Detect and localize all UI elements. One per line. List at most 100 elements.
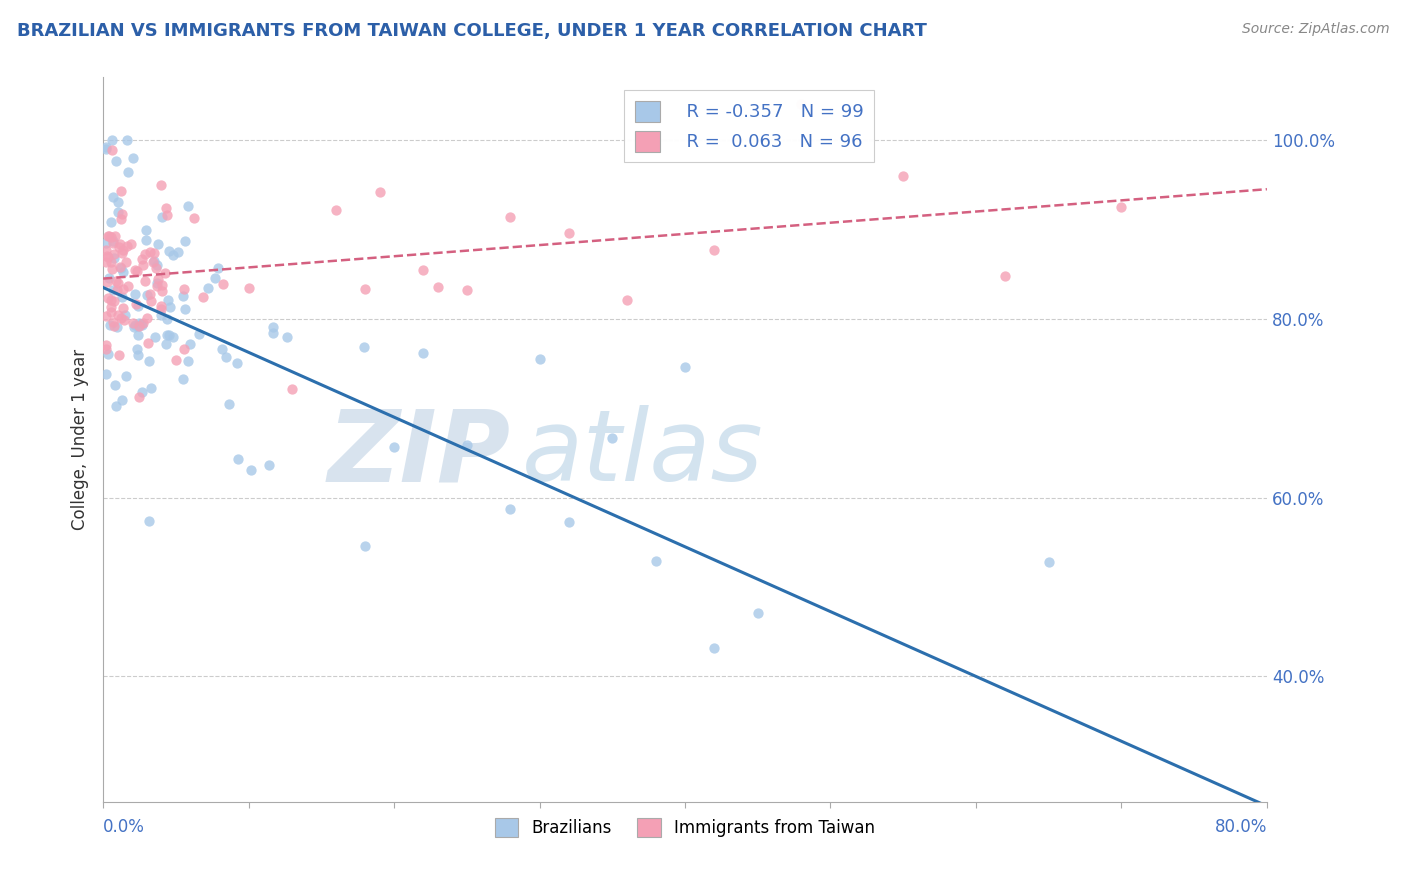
Point	[145, 260, 167, 275]
Point	[125, 264, 148, 278]
Point	[176, 199, 198, 213]
Point	[107, 349, 129, 363]
Point	[218, 397, 240, 411]
Point	[354, 539, 377, 553]
Point	[111, 244, 134, 258]
Point	[166, 245, 188, 260]
Point	[139, 294, 162, 309]
Point	[557, 226, 579, 240]
Point	[188, 327, 211, 342]
Point	[145, 330, 167, 344]
Point	[128, 390, 150, 404]
Point	[98, 229, 121, 244]
Point	[129, 317, 152, 331]
Point	[94, 243, 117, 257]
Point	[131, 252, 153, 267]
Point	[94, 310, 117, 324]
Point	[142, 254, 165, 268]
Point	[159, 300, 181, 314]
Point	[94, 342, 117, 356]
Point	[616, 293, 638, 307]
Point	[122, 316, 145, 330]
Point	[110, 211, 132, 226]
Text: 80.0%: 80.0%	[1215, 818, 1267, 836]
Point	[127, 342, 149, 356]
Point	[557, 515, 579, 529]
Point	[107, 277, 129, 291]
Point	[172, 289, 194, 303]
Point	[97, 271, 120, 285]
Point	[262, 326, 284, 341]
Point	[703, 641, 725, 656]
Point	[105, 153, 128, 168]
Point	[101, 261, 124, 276]
Point	[108, 236, 131, 251]
Point	[177, 354, 200, 368]
Point	[172, 372, 194, 386]
Point	[135, 288, 157, 302]
Point	[110, 260, 132, 275]
Point	[124, 263, 146, 277]
Point	[138, 335, 160, 350]
Point	[1038, 556, 1060, 570]
Y-axis label: College, Under 1 year: College, Under 1 year	[72, 349, 89, 530]
Point	[146, 237, 169, 252]
Point	[173, 282, 195, 296]
Point	[101, 235, 124, 250]
Point	[100, 255, 122, 269]
Point	[155, 201, 177, 215]
Point	[104, 228, 127, 243]
Point	[100, 293, 122, 307]
Point	[97, 347, 120, 361]
Point	[124, 319, 146, 334]
Point	[226, 356, 249, 370]
Text: Source: ZipAtlas.com: Source: ZipAtlas.com	[1241, 22, 1389, 37]
Point	[125, 297, 148, 311]
Point	[207, 261, 229, 276]
Text: ZIP: ZIP	[328, 406, 510, 502]
Point	[131, 318, 153, 332]
Point	[117, 133, 139, 147]
Point	[103, 318, 125, 333]
Point	[600, 431, 623, 445]
Point	[174, 301, 197, 316]
Point	[97, 291, 120, 305]
Point	[104, 378, 127, 392]
Point	[134, 247, 156, 261]
Point	[155, 337, 177, 351]
Point	[790, 97, 813, 112]
Point	[100, 229, 122, 244]
Point	[128, 316, 150, 330]
Point	[150, 299, 173, 313]
Point	[529, 351, 551, 366]
Point	[368, 185, 391, 199]
Point	[105, 283, 128, 297]
Point	[105, 274, 128, 288]
Point	[146, 276, 169, 290]
Point	[150, 178, 173, 193]
Point	[124, 318, 146, 333]
Point	[132, 258, 155, 272]
Point	[100, 215, 122, 229]
Point	[162, 247, 184, 261]
Point	[136, 310, 159, 325]
Point	[143, 254, 166, 268]
Point	[103, 247, 125, 261]
Point	[111, 246, 134, 260]
Point	[673, 359, 696, 374]
Point	[212, 277, 235, 292]
Point	[94, 367, 117, 381]
Point	[499, 210, 522, 224]
Point	[354, 282, 377, 296]
Point	[156, 327, 179, 342]
Point	[215, 350, 238, 364]
Text: BRAZILIAN VS IMMIGRANTS FROM TAIWAN COLLEGE, UNDER 1 YEAR CORRELATION CHART: BRAZILIAN VS IMMIGRANTS FROM TAIWAN COLL…	[17, 22, 927, 40]
Point	[107, 240, 129, 254]
Point	[134, 274, 156, 288]
Point	[139, 381, 162, 395]
Point	[146, 272, 169, 286]
Point	[179, 336, 201, 351]
Point	[156, 208, 179, 222]
Point	[101, 315, 124, 329]
Point	[103, 252, 125, 266]
